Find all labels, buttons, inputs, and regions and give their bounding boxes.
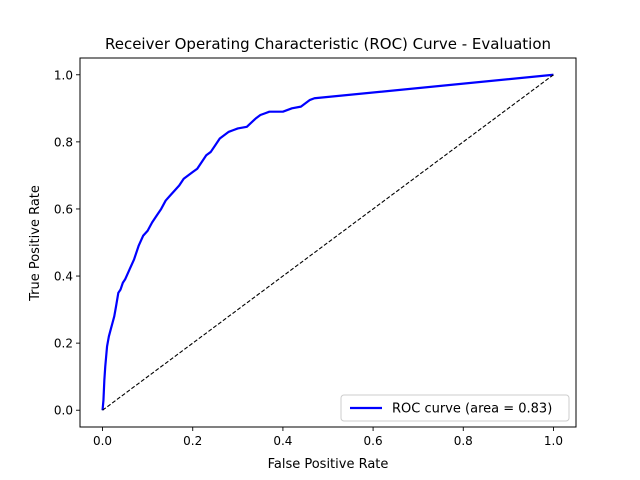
x-tick-label: 0.8 — [454, 434, 473, 448]
plot-area — [79, 57, 577, 428]
chance-diagonal-line — [102, 74, 554, 411]
x-tick-label: 0.0 — [93, 434, 112, 448]
roc-curve-line — [101, 73, 554, 411]
chart-title: Receiver Operating Characteristic (ROC) … — [105, 35, 551, 53]
x-tick-label: 1.0 — [544, 434, 563, 448]
y-tick-label: 1.0 — [54, 68, 73, 82]
legend-label-roc: ROC curve (area = 0.83) — [392, 402, 552, 417]
x-tick-label: 0.4 — [273, 434, 292, 448]
y-tick-label: 0.4 — [54, 270, 73, 284]
y-tick-label: 0.8 — [54, 135, 73, 149]
x-tick-label: 0.2 — [183, 434, 202, 448]
plot-frame — [79, 57, 577, 428]
series-layer — [101, 73, 554, 411]
y-axis-label: True Positive Rate — [28, 185, 43, 302]
x-tick-label: 0.6 — [364, 434, 383, 448]
x-axis-ticks: 0.0 0.2 0.4 0.6 0.8 1.0 — [93, 427, 563, 448]
y-tick-label: 0.0 — [54, 404, 73, 418]
legend-box — [340, 394, 570, 422]
y-tick-label: 0.6 — [54, 202, 73, 216]
legend: ROC curve (area = 0.83) — [340, 394, 570, 422]
y-tick-label: 0.2 — [54, 337, 73, 351]
y-axis-ticks: 0.0 0.2 0.4 0.6 0.8 1.0 — [54, 68, 80, 418]
x-axis-label: False Positive Rate — [268, 457, 389, 472]
